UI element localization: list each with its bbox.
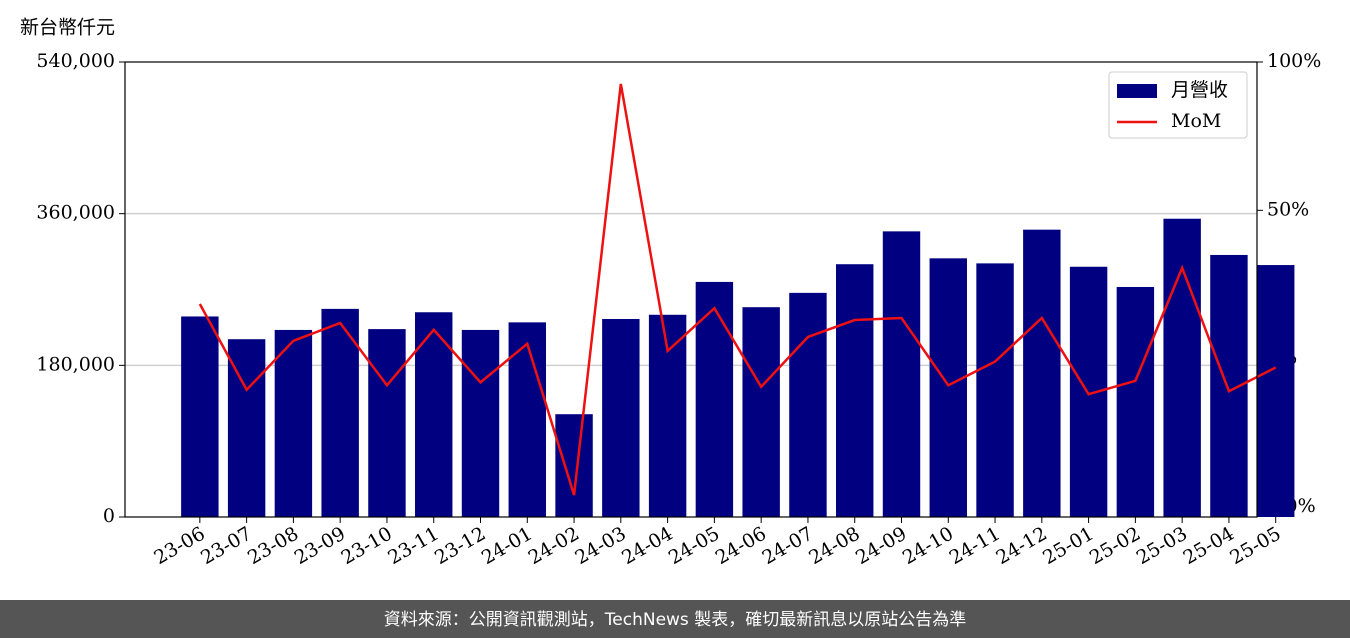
x-tick-label: 24-02 xyxy=(525,523,583,569)
y2-tick-label: 50% xyxy=(1267,198,1309,220)
x-tick-label: 25-05 xyxy=(1226,523,1284,569)
x-tick-label: 24-11 xyxy=(946,523,1004,569)
x-tick-label: 23-08 xyxy=(244,523,302,569)
x-tick-label: 23-12 xyxy=(431,523,489,569)
bar xyxy=(882,231,921,517)
bar xyxy=(836,264,874,517)
bar xyxy=(368,329,406,517)
x-tick-label: 25-03 xyxy=(1133,523,1191,569)
x-tick-label: 24-10 xyxy=(899,523,957,569)
y2-tick-label: 100% xyxy=(1267,50,1321,72)
x-tick-label: 23-07 xyxy=(197,523,255,569)
bar xyxy=(274,329,313,517)
footer-bar xyxy=(0,600,1350,638)
bar xyxy=(555,414,593,517)
bar xyxy=(1023,229,1061,518)
bar xyxy=(695,281,734,517)
bar xyxy=(929,258,967,517)
bar xyxy=(461,329,500,517)
legend-label: MoM xyxy=(1171,110,1221,132)
x-tick-label: 24-12 xyxy=(992,523,1050,569)
x-tick-label: 24-05 xyxy=(665,523,723,569)
x-tick-label: 24-09 xyxy=(852,523,910,569)
x-tick-label: 23-09 xyxy=(291,523,349,569)
bar xyxy=(508,322,546,517)
x-tick-label: 24-07 xyxy=(759,523,817,569)
bar xyxy=(1116,286,1155,517)
y-tick-label: 0 xyxy=(103,505,115,527)
bar xyxy=(181,316,219,517)
y-axis-label: 新台幣仟元 xyxy=(20,17,115,39)
x-tick-label: 25-01 xyxy=(1039,523,1097,569)
bar xyxy=(742,307,780,517)
x-tick-label: 25-02 xyxy=(1086,523,1144,569)
legend-swatch xyxy=(1117,84,1157,98)
x-tick-label: 24-03 xyxy=(571,523,629,569)
x-tick-label: 23-06 xyxy=(150,523,208,569)
plot-frame xyxy=(124,61,1258,518)
x-tick-label: 24-01 xyxy=(478,523,536,569)
y-tick-label: 180,000 xyxy=(36,353,115,375)
y-tick-label: 360,000 xyxy=(36,202,115,224)
x-tick-label: 25-04 xyxy=(1179,523,1237,569)
y-tick-label: 540,000 xyxy=(36,50,115,72)
x-tick-label: 23-10 xyxy=(338,523,396,569)
x-tick-label: 23-11 xyxy=(384,523,442,569)
x-tick-label: 24-04 xyxy=(618,523,676,569)
bar xyxy=(789,292,827,517)
bar xyxy=(321,308,359,517)
line xyxy=(198,83,1277,496)
footer: 資料來源：公開資訊觀測站，TechNews 製表，確切最新訊息以原站公告為準 xyxy=(384,610,966,630)
legend-label: 月營收 xyxy=(1171,79,1228,101)
bar xyxy=(602,318,640,517)
x-tick-label: 24-06 xyxy=(712,523,770,569)
x-tick-label: 24-08 xyxy=(805,523,863,569)
bar xyxy=(1163,218,1201,517)
bar xyxy=(976,263,1014,517)
bar xyxy=(1257,265,1295,517)
